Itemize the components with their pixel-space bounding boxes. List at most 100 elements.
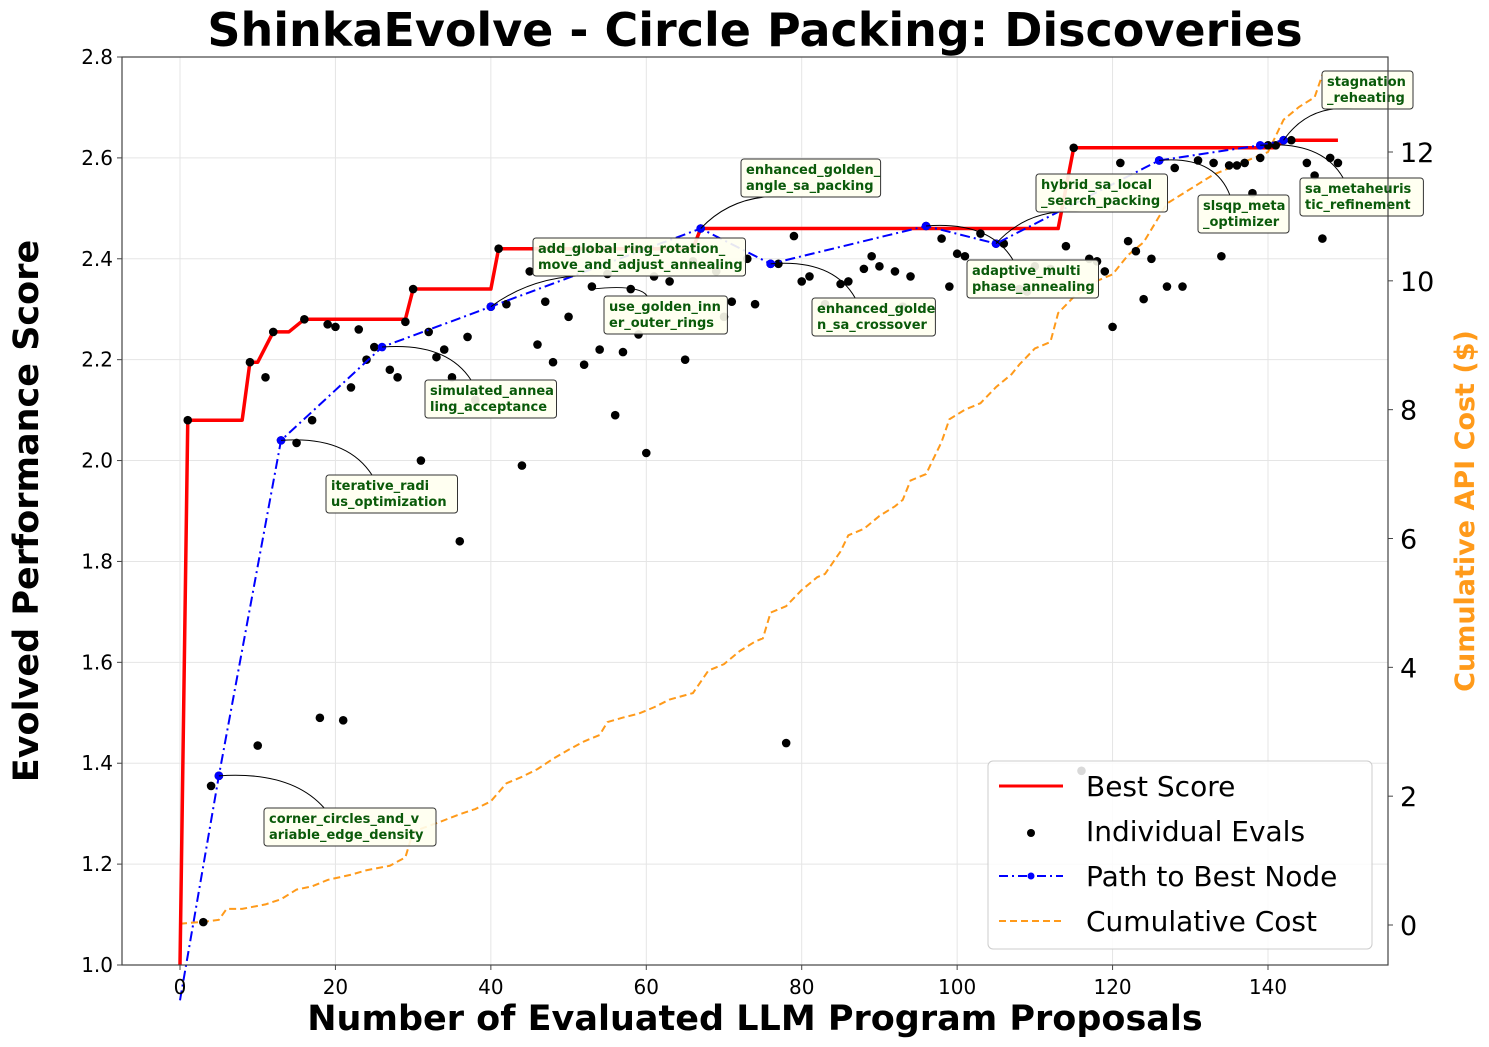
eval-point <box>1100 267 1110 276</box>
eval-point <box>548 357 558 367</box>
annotation-text: enhanced_golden_ <box>746 163 881 178</box>
annotation-text: tic_refinement <box>1305 198 1411 213</box>
eval-point <box>805 272 814 281</box>
y-ticks: 1.0 1.2 1.4 1.6 1.8 2.0 2.2 2.4 2.6 2.8 <box>81 45 122 977</box>
y-axis-label: Evolved Performance Score <box>7 240 47 782</box>
annotation: slsqp_meta_optimizer <box>1159 159 1290 234</box>
eval-point <box>261 373 270 382</box>
eval-point <box>463 332 472 342</box>
eval-point <box>408 284 418 294</box>
eval-point <box>890 267 900 276</box>
legend-label-best-score: Best Score <box>1086 770 1235 803</box>
eval-point <box>432 352 441 362</box>
eval-point <box>844 277 853 286</box>
annotation-text: use_golden_inn <box>609 300 721 315</box>
annotation-connector <box>1159 159 1231 196</box>
x-tick-label: 100 <box>938 975 976 999</box>
eval-point <box>393 373 402 382</box>
eval-point <box>1170 163 1180 173</box>
annotation-connector <box>770 262 856 299</box>
x-tick-label: 80 <box>789 975 814 999</box>
annotation-text: sa_metaheuris <box>1305 182 1412 197</box>
eval-point <box>1287 135 1296 145</box>
annotation-box <box>1321 70 1414 110</box>
annotation-connector <box>382 346 472 381</box>
eval-point <box>727 297 737 306</box>
annotation-text: ling_acceptance <box>430 400 547 415</box>
eval-point <box>1333 158 1343 168</box>
eval-point <box>455 536 465 546</box>
annotation-box <box>424 379 557 419</box>
y-right-tick-label: 0 <box>1400 911 1417 942</box>
annotation-text: iterative_radi <box>331 479 429 494</box>
annotation-text: us_optimization <box>331 495 447 510</box>
annotation: enhanced_golden_angle_sa_packing <box>700 158 882 229</box>
scatter-layer <box>183 135 1343 927</box>
annotation-box <box>1035 173 1168 213</box>
eval-point <box>945 282 954 291</box>
annotation-text: hybrid_sa_local <box>1041 178 1152 193</box>
annotation-text: move_and_adjust_annealing <box>538 258 743 273</box>
annotation-text: n_sa_crossover <box>817 318 928 333</box>
eval-point <box>564 312 573 322</box>
path-node <box>766 259 775 269</box>
legend-swatch-path-marker <box>1027 872 1035 880</box>
annotation-text: corner_circles_and_v <box>269 812 420 827</box>
annotation: hybrid_sa_local_search_packing <box>995 173 1168 244</box>
eval-point <box>338 716 348 725</box>
eval-point <box>618 347 628 357</box>
eval-point <box>1318 234 1327 243</box>
y-right-tick-label: 10 <box>1400 267 1434 298</box>
x-tick-label: 120 <box>1093 975 1131 999</box>
legend-label-path: Path to Best Node <box>1086 860 1337 893</box>
y-tick-label: 1.2 <box>81 852 113 876</box>
eval-point <box>199 917 208 927</box>
annotation-box <box>1299 177 1424 217</box>
annotation-box <box>532 237 746 277</box>
legend-label-cost: Cumulative Cost <box>1086 905 1317 938</box>
eval-point <box>1255 153 1265 163</box>
eval-point <box>1061 241 1071 251</box>
annotation-box <box>811 297 936 337</box>
eval-point <box>292 438 301 448</box>
annotation-box <box>740 158 882 198</box>
eval-point <box>937 234 946 243</box>
y-right-tick-label: 2 <box>1400 782 1417 813</box>
eval-point <box>789 231 799 241</box>
annotation-box <box>1197 194 1290 234</box>
eval-point <box>307 415 317 425</box>
y-tick-label: 2.4 <box>81 247 113 271</box>
y-axis-label-right: Cumulative API Cost ($) <box>1450 330 1481 692</box>
annotation: enhanced_golden_sa_crossover <box>770 262 936 337</box>
cost-line <box>179 74 1324 925</box>
eval-point <box>750 299 760 309</box>
eval-point <box>494 244 503 253</box>
y-tick-label: 1.0 <box>81 953 113 977</box>
annotation-text: adaptive_multi <box>972 264 1081 279</box>
eval-point <box>641 448 651 458</box>
x-tick-label: 20 <box>323 975 348 999</box>
annotation-box <box>603 295 728 335</box>
eval-point <box>1116 158 1125 168</box>
annotation-text: stagnation <box>1327 75 1406 90</box>
x-tick-label: 0 <box>174 975 187 999</box>
cost-layer <box>179 74 1324 925</box>
eval-point <box>1131 246 1141 256</box>
annotation-box <box>263 807 437 847</box>
y-tick-label: 2.0 <box>81 449 113 473</box>
annotation: add_global_ring_rotation_move_and_adjust… <box>490 237 746 308</box>
annotation-connector <box>280 439 373 476</box>
eval-point <box>323 320 332 329</box>
eval-point <box>533 340 542 349</box>
eval-point <box>206 781 216 791</box>
annotation-text: slsqp_meta <box>1203 199 1285 214</box>
eval-point <box>346 383 356 392</box>
x-tick-label: 140 <box>1249 975 1287 999</box>
eval-point <box>610 410 620 420</box>
annotation-connector <box>218 774 325 809</box>
annotation-text: _reheating <box>1327 91 1405 106</box>
